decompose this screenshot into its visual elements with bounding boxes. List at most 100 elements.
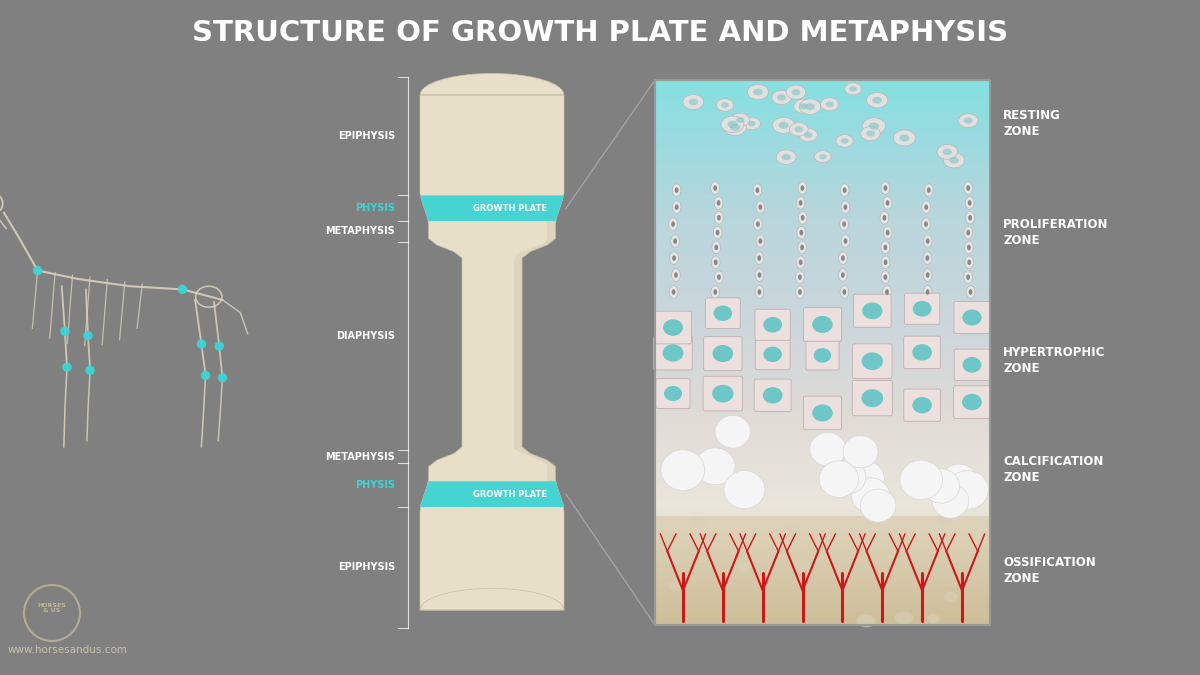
Polygon shape	[514, 443, 522, 449]
Ellipse shape	[881, 256, 890, 269]
Ellipse shape	[757, 290, 761, 295]
FancyBboxPatch shape	[904, 336, 941, 369]
Ellipse shape	[794, 126, 803, 132]
Ellipse shape	[968, 215, 972, 221]
Ellipse shape	[924, 184, 934, 196]
Ellipse shape	[815, 151, 832, 163]
Polygon shape	[514, 406, 522, 412]
Ellipse shape	[778, 95, 786, 101]
Ellipse shape	[724, 470, 764, 509]
Ellipse shape	[820, 154, 827, 159]
FancyBboxPatch shape	[904, 389, 941, 421]
Ellipse shape	[926, 188, 931, 193]
Ellipse shape	[773, 117, 794, 134]
Polygon shape	[517, 248, 539, 254]
Ellipse shape	[881, 241, 889, 254]
Text: OSSIFICATION
ZONE: OSSIFICATION ZONE	[1003, 556, 1096, 585]
Text: PHYSIS: PHYSIS	[355, 480, 395, 490]
Ellipse shape	[965, 256, 973, 269]
Ellipse shape	[713, 226, 722, 239]
Ellipse shape	[713, 345, 733, 362]
Polygon shape	[551, 206, 560, 211]
Polygon shape	[514, 275, 522, 280]
Circle shape	[60, 327, 70, 336]
Ellipse shape	[674, 205, 678, 210]
Polygon shape	[548, 211, 559, 217]
Ellipse shape	[754, 88, 763, 95]
Ellipse shape	[737, 563, 751, 573]
Polygon shape	[514, 290, 522, 296]
Ellipse shape	[672, 184, 680, 196]
Ellipse shape	[884, 537, 899, 547]
Ellipse shape	[968, 290, 972, 295]
FancyBboxPatch shape	[852, 344, 892, 379]
FancyBboxPatch shape	[806, 341, 839, 370]
Ellipse shape	[964, 226, 972, 239]
Ellipse shape	[690, 516, 707, 527]
Polygon shape	[514, 317, 522, 322]
Ellipse shape	[763, 317, 782, 333]
Ellipse shape	[841, 272, 845, 278]
Ellipse shape	[840, 286, 848, 298]
Ellipse shape	[668, 218, 678, 230]
Ellipse shape	[662, 344, 683, 362]
Polygon shape	[420, 196, 564, 221]
Ellipse shape	[841, 255, 845, 261]
Ellipse shape	[790, 122, 809, 136]
FancyBboxPatch shape	[656, 379, 690, 408]
Ellipse shape	[829, 460, 866, 493]
Ellipse shape	[670, 252, 678, 265]
Ellipse shape	[712, 241, 721, 254]
Ellipse shape	[674, 188, 678, 193]
Ellipse shape	[900, 134, 910, 142]
Ellipse shape	[862, 352, 883, 370]
Polygon shape	[547, 481, 557, 486]
Ellipse shape	[932, 484, 968, 518]
Ellipse shape	[841, 138, 848, 144]
FancyBboxPatch shape	[954, 349, 990, 381]
Ellipse shape	[671, 235, 679, 248]
Ellipse shape	[941, 464, 978, 499]
Ellipse shape	[714, 211, 724, 224]
Ellipse shape	[712, 256, 720, 269]
Ellipse shape	[947, 470, 989, 509]
Ellipse shape	[936, 515, 952, 526]
Ellipse shape	[758, 205, 762, 210]
Ellipse shape	[800, 215, 804, 221]
Ellipse shape	[966, 286, 974, 298]
Ellipse shape	[736, 117, 744, 123]
Ellipse shape	[880, 211, 889, 224]
Text: GROWTH PLATE: GROWTH PLATE	[473, 204, 547, 213]
Ellipse shape	[755, 252, 763, 265]
Text: HORSES
& US: HORSES & US	[37, 603, 66, 614]
Polygon shape	[514, 428, 522, 433]
Ellipse shape	[821, 98, 839, 111]
Polygon shape	[547, 470, 556, 475]
Ellipse shape	[724, 119, 746, 136]
Ellipse shape	[799, 230, 803, 236]
Ellipse shape	[923, 286, 932, 298]
Text: HYPERTROPHIC
ZONE: HYPERTROPHIC ZONE	[1003, 346, 1105, 375]
Polygon shape	[514, 449, 532, 454]
Ellipse shape	[672, 269, 680, 281]
Text: STRUCTURE OF GROWTH PLATE AND METAPHYSIS: STRUCTURE OF GROWTH PLATE AND METAPHYSIS	[192, 19, 1008, 47]
Ellipse shape	[886, 230, 889, 236]
Ellipse shape	[800, 186, 804, 191]
Ellipse shape	[965, 196, 974, 209]
Ellipse shape	[922, 218, 930, 230]
Ellipse shape	[882, 215, 887, 221]
Polygon shape	[514, 344, 522, 348]
FancyBboxPatch shape	[803, 396, 841, 430]
Ellipse shape	[900, 460, 942, 500]
Ellipse shape	[716, 99, 733, 111]
Ellipse shape	[926, 238, 930, 244]
Polygon shape	[547, 475, 556, 481]
Ellipse shape	[756, 200, 764, 213]
Polygon shape	[514, 354, 522, 359]
Ellipse shape	[748, 121, 756, 126]
Ellipse shape	[715, 230, 720, 236]
Polygon shape	[554, 196, 564, 200]
Polygon shape	[514, 306, 522, 312]
Polygon shape	[547, 465, 556, 470]
FancyBboxPatch shape	[954, 302, 990, 333]
